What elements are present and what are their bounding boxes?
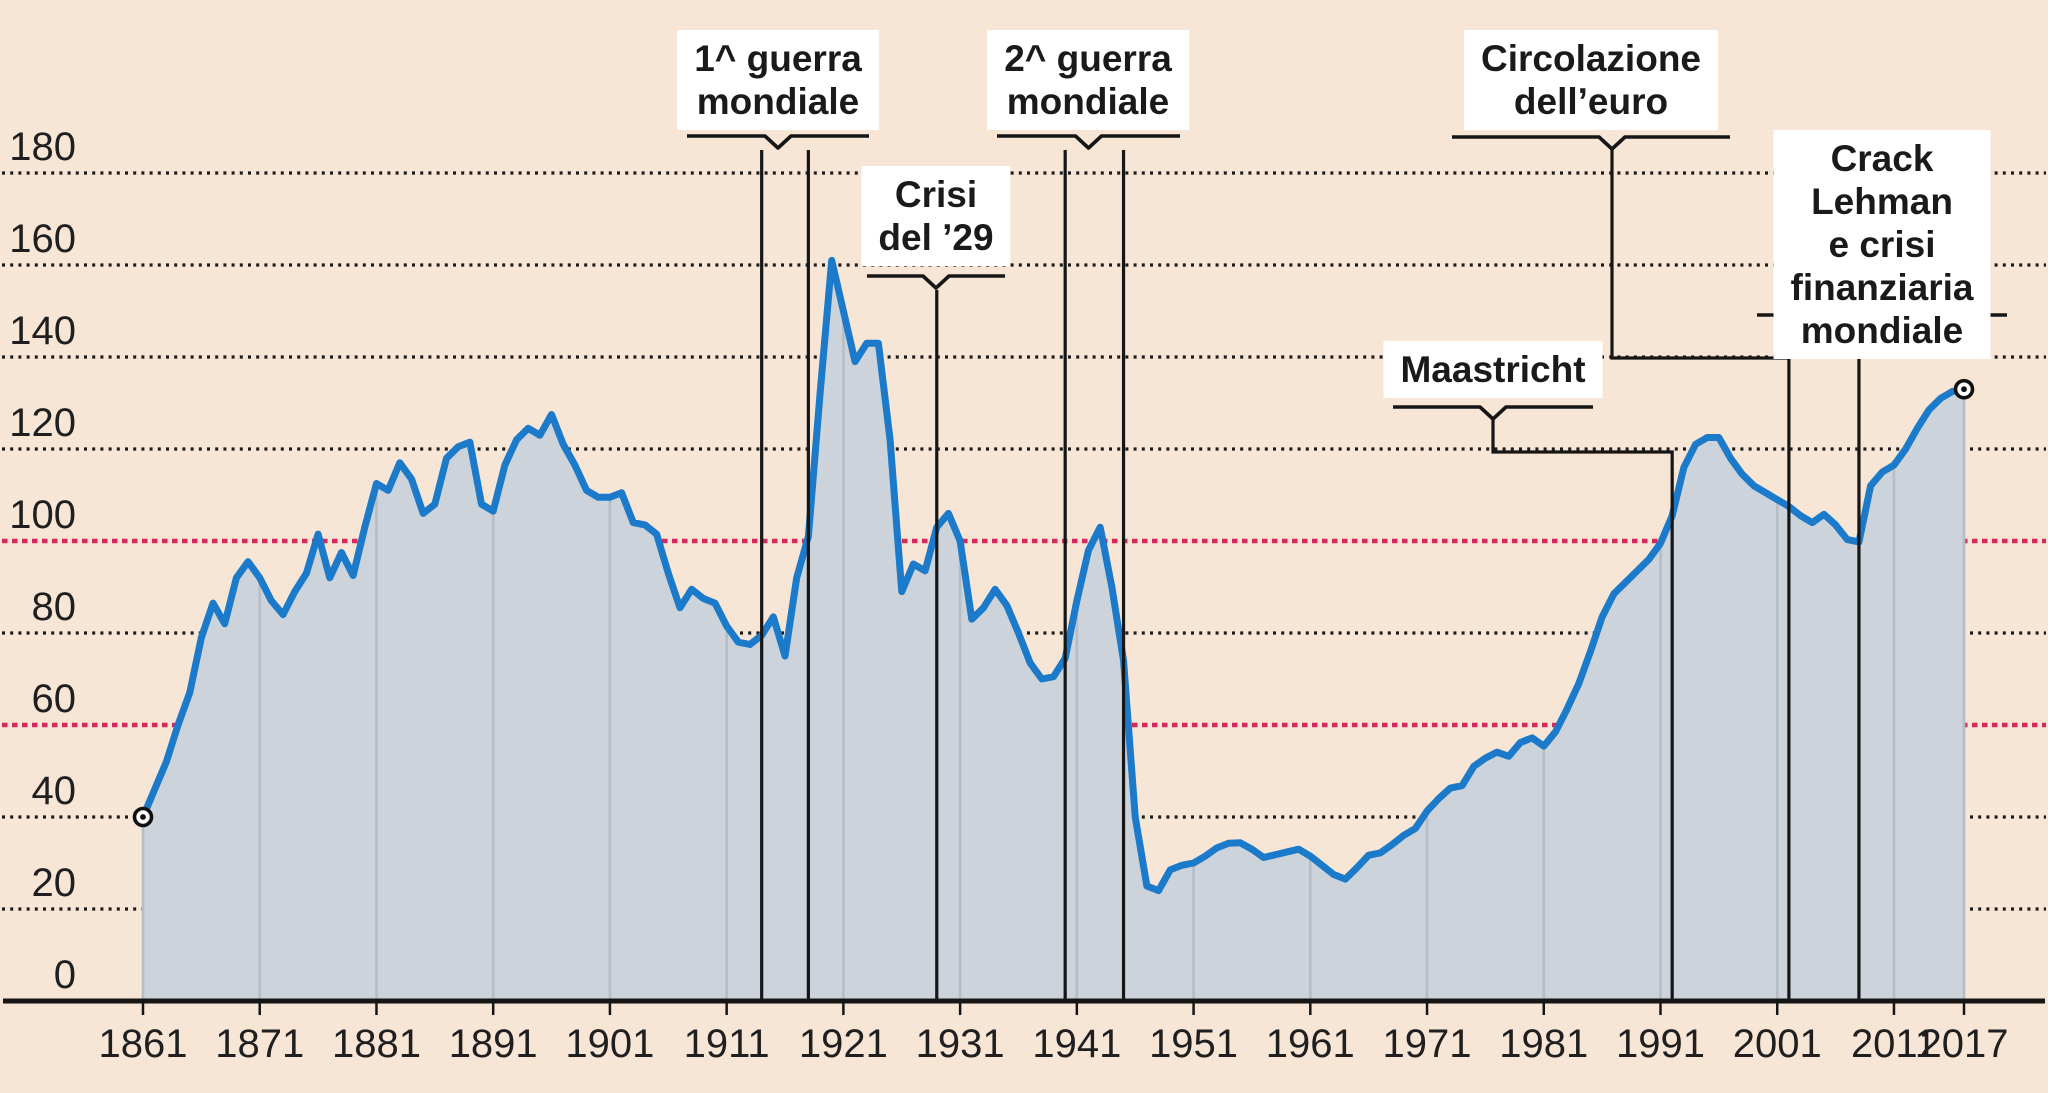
- x-axis-label-1981: 1981: [1499, 1022, 1589, 1066]
- y-axis-label-80: 80: [31, 585, 77, 629]
- y-axis-label-20: 20: [31, 861, 77, 905]
- event-label-prima-guerra-mondiale: 1^ guerra mondiale: [677, 30, 879, 130]
- x-axis-label-1881: 1881: [331, 1022, 421, 1066]
- x-axis-label-2017: 2017: [1919, 1022, 2009, 1066]
- x-axis-label-1861: 1861: [98, 1022, 188, 1066]
- x-axis-label-2011: 2011: [1850, 1022, 1937, 1066]
- y-axis-label-60: 60: [31, 677, 77, 721]
- x-axis-label-1961: 1961: [1265, 1022, 1355, 1066]
- end-marker-dot: [1961, 386, 1967, 393]
- event-label-crisi-del-29: Crisi del ’29: [861, 166, 1011, 266]
- y-axis-label-160: 160: [9, 217, 76, 261]
- event-label-maastricht: Maastricht: [1383, 341, 1603, 398]
- area-fill: [143, 260, 1964, 1001]
- start-marker-dot: [140, 814, 146, 820]
- event-bracket-circolazione-euro: [1452, 135, 1730, 151]
- event-line-circolazione-euro: [1610, 150, 1791, 1001]
- x-axis-label-1891: 1891: [448, 1022, 538, 1066]
- y-axis-label-140: 140: [9, 309, 76, 353]
- debt-line: [139, 256, 1968, 895]
- x-axis-label-1931: 1931: [915, 1022, 1005, 1066]
- event-label-circolazione-euro: Circolazione dell’euro: [1464, 30, 1718, 130]
- x-axis-label-1871: 1871: [215, 1022, 305, 1066]
- y-axis-label-40: 40: [31, 769, 77, 813]
- x-axis-label-1901: 1901: [565, 1022, 655, 1066]
- y-axis-label-180: 180: [9, 125, 76, 169]
- event-label-seconda-guerra-mondiale: 2^ guerra mondiale: [987, 30, 1189, 130]
- x-axis-label-1951: 1951: [1149, 1022, 1239, 1066]
- x-axis-label-1991: 1991: [1616, 1022, 1705, 1066]
- x-axis-label-1941: 1941: [1032, 1022, 1122, 1066]
- y-axis-label-100: 100: [9, 493, 76, 537]
- event-bracket-seconda-guerra-mondiale: [997, 134, 1180, 150]
- x-axis-label-1971: 1971: [1382, 1022, 1472, 1066]
- x-axis-label-1911: 1911: [683, 1022, 770, 1066]
- event-bracket-prima-guerra-mondiale: [687, 134, 869, 150]
- x-axis-label-1921: 1921: [798, 1022, 888, 1066]
- event-label-crack-lehman: Crack Lehman e crisi finanziaria mondial…: [1773, 130, 1991, 359]
- event-bracket-crisi-del-29: [867, 274, 1005, 290]
- y-axis-label-120: 120: [9, 401, 76, 445]
- event-line-maastricht: [1491, 419, 1674, 1001]
- y-axis-label-0: 0: [53, 953, 76, 997]
- event-bracket-maastricht: [1393, 405, 1593, 421]
- x-axis-label-2001: 2001: [1732, 1022, 1822, 1066]
